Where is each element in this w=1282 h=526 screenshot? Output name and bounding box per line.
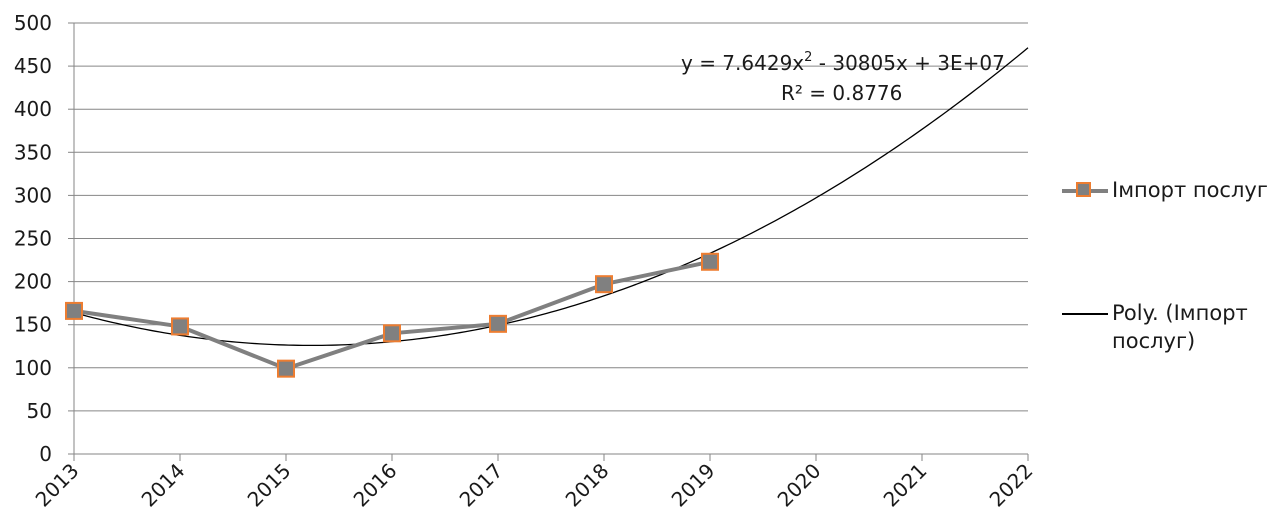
data-point-2017 bbox=[489, 314, 507, 333]
data-point-2014 bbox=[171, 317, 189, 336]
series-layer bbox=[65, 252, 719, 378]
trendline-curve bbox=[73, 47, 1029, 347]
trendline-r-squared: R² = 0.8776 bbox=[781, 81, 902, 105]
legend-series-swatch bbox=[1062, 176, 1108, 204]
y-tick-label-0: 0 bbox=[39, 442, 52, 466]
y-tick-label-150: 150 bbox=[14, 313, 52, 337]
equation-prefix: y = 7.6429x bbox=[681, 51, 804, 75]
legend-series-label: Імпорт послуг bbox=[1112, 178, 1268, 202]
x-tick-label-2020: 2020 bbox=[773, 459, 826, 512]
legend-item-trendline: Poly. (Імпорт послуг) bbox=[1062, 299, 1248, 355]
x-tick-label-2016: 2016 bbox=[349, 459, 402, 512]
y-tick-label-50: 50 bbox=[27, 399, 52, 423]
x-tick-label-2019: 2019 bbox=[667, 459, 720, 512]
legend-trendline-label-line1: Poly. (Імпорт bbox=[1112, 301, 1248, 325]
equation-suffix: - 30805x + 3E+07 bbox=[812, 51, 1004, 75]
x-tick-label-2014: 2014 bbox=[137, 459, 190, 512]
legend-trendline-swatch bbox=[1062, 299, 1108, 327]
gridlines bbox=[74, 22, 1028, 412]
data-point-2018 bbox=[595, 275, 613, 294]
equation-exponent: 2 bbox=[804, 50, 812, 65]
legend-item-series: Імпорт послуг bbox=[1062, 176, 1268, 204]
trendline-equation: y = 7.6429x2 - 30805x + 3E+07 bbox=[681, 50, 1005, 75]
x-tick-label-2013: 2013 bbox=[31, 459, 84, 512]
legend-trendline-label: Poly. (Імпорт послуг) bbox=[1112, 299, 1248, 355]
data-point-2013 bbox=[65, 301, 83, 320]
series-line bbox=[73, 259, 711, 371]
data-point-2016 bbox=[383, 324, 401, 343]
legend-trendline-label-line2: послуг) bbox=[1112, 329, 1196, 353]
y-tick-label-350: 350 bbox=[14, 140, 52, 164]
y-tick-label-200: 200 bbox=[14, 270, 52, 294]
axes bbox=[68, 22, 1029, 461]
data-point-2015 bbox=[277, 359, 295, 378]
x-tick-label-2022: 2022 bbox=[985, 459, 1038, 512]
trendline-layer bbox=[73, 47, 1029, 347]
x-tick-label-2017: 2017 bbox=[455, 459, 508, 512]
y-tick-label-100: 100 bbox=[14, 356, 52, 380]
x-tick-label-2018: 2018 bbox=[561, 459, 614, 512]
y-tick-label-250: 250 bbox=[14, 227, 52, 251]
x-tick-label-2021: 2021 bbox=[879, 459, 932, 512]
y-tick-label-400: 400 bbox=[14, 97, 52, 121]
x-tick-label-2015: 2015 bbox=[243, 459, 296, 512]
y-tick-label-500: 500 bbox=[14, 11, 52, 35]
y-tick-label-300: 300 bbox=[14, 183, 52, 207]
data-point-2019 bbox=[701, 252, 719, 271]
y-tick-label-450: 450 bbox=[14, 54, 52, 78]
